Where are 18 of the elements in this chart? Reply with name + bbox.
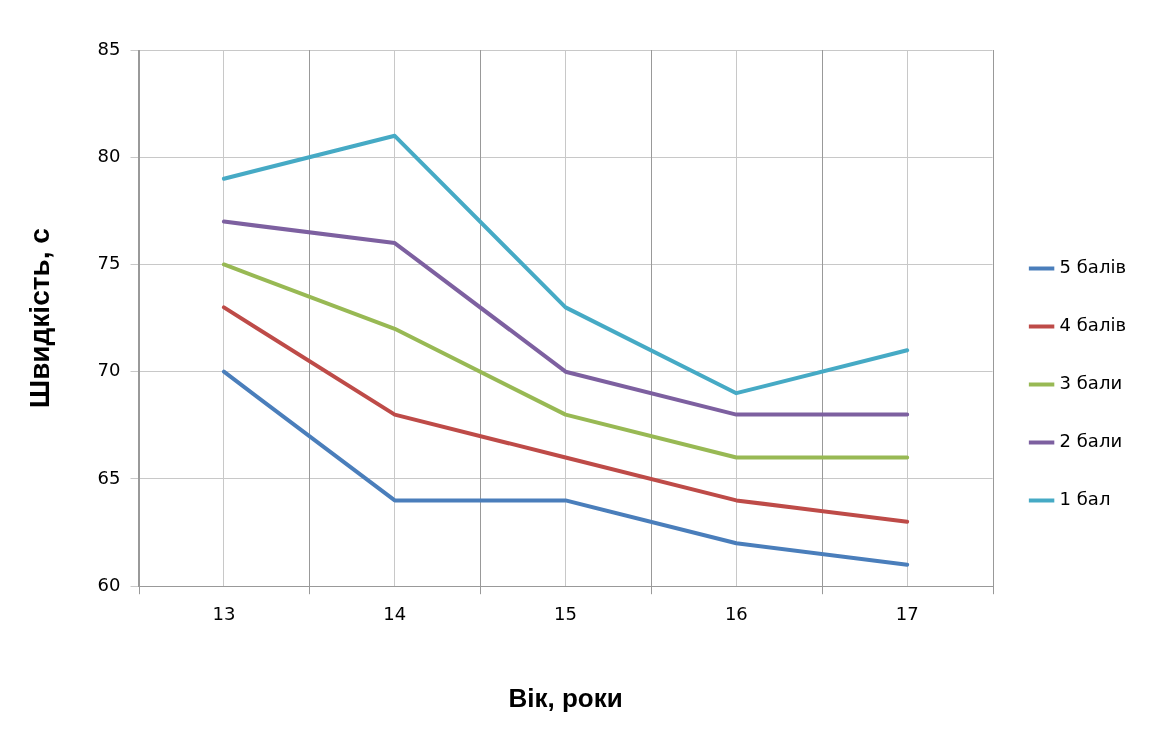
legend-label: 4 балів xyxy=(1059,314,1126,336)
legend-label: 1 бал xyxy=(1059,488,1111,510)
x-tick-label: 13 xyxy=(212,602,236,624)
x-tick-label: 15 xyxy=(554,602,577,624)
y-tick-label: 60 xyxy=(97,573,121,595)
x-tick-label: 14 xyxy=(383,602,407,624)
y-tick-label: 65 xyxy=(97,466,121,488)
legend-label: 2 бали xyxy=(1059,430,1123,452)
y-tick-label: 85 xyxy=(97,37,121,59)
y-axis-title: Швидкість, с xyxy=(23,228,55,408)
x-tick-label: 17 xyxy=(895,602,919,624)
x-axis-title: Вік, роки xyxy=(508,682,623,713)
legend-label: 3 бали xyxy=(1059,372,1123,394)
x-tick-label: 16 xyxy=(724,602,748,624)
y-tick-label: 75 xyxy=(97,252,121,274)
y-tick-label: 80 xyxy=(97,144,121,166)
y-tick-label: 70 xyxy=(97,359,121,381)
legend-label: 5 балів xyxy=(1059,256,1126,278)
